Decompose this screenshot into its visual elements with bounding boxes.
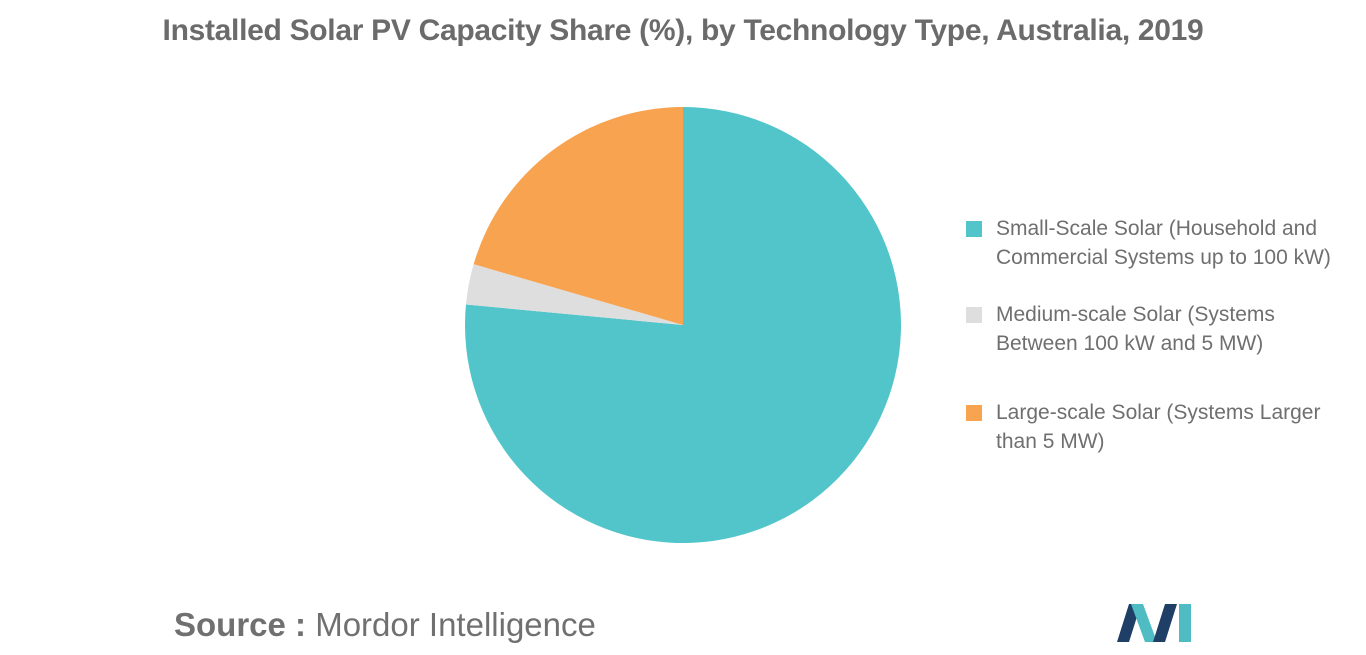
source-text: Mordor Intelligence xyxy=(306,606,596,643)
chart-title: Installed Solar PV Capacity Share (%), b… xyxy=(162,14,1204,47)
source-line: Source : Mordor Intelligence xyxy=(174,606,596,644)
logo-shape-mid-teal xyxy=(1131,604,1157,642)
legend-swatch-large-scale xyxy=(966,405,982,421)
legend-swatch-medium-scale xyxy=(966,307,982,323)
legend-item-small-scale: Small-Scale Solar (Household and Commerc… xyxy=(966,214,1346,300)
pie-slice-small-scale xyxy=(465,107,901,544)
legend-label-large-scale: Large-scale Solar (Systems Larger than 5… xyxy=(996,401,1321,453)
legend-item-medium-scale: Medium-scale Solar (Systems Between 100 … xyxy=(966,300,1346,398)
pie-slice-medium-scale xyxy=(465,264,683,325)
legend-label-small-scale: Small-Scale Solar (Household and Commerc… xyxy=(996,217,1331,269)
pie-slice-large-scale xyxy=(473,107,683,325)
mordor-intelligence-logo xyxy=(1117,604,1191,642)
legend-item-large-scale: Large-scale Solar (Systems Larger than 5… xyxy=(966,398,1346,468)
chart-legend: Small-Scale Solar (Household and Commerc… xyxy=(966,214,1346,468)
legend-swatch-small-scale xyxy=(966,221,982,237)
source-label: Source : xyxy=(174,606,307,643)
logo-shape-right-dark xyxy=(1153,604,1177,642)
legend-label-medium-scale: Medium-scale Solar (Systems Between 100 … xyxy=(996,303,1275,355)
logo-shape-right-teal xyxy=(1179,604,1191,642)
